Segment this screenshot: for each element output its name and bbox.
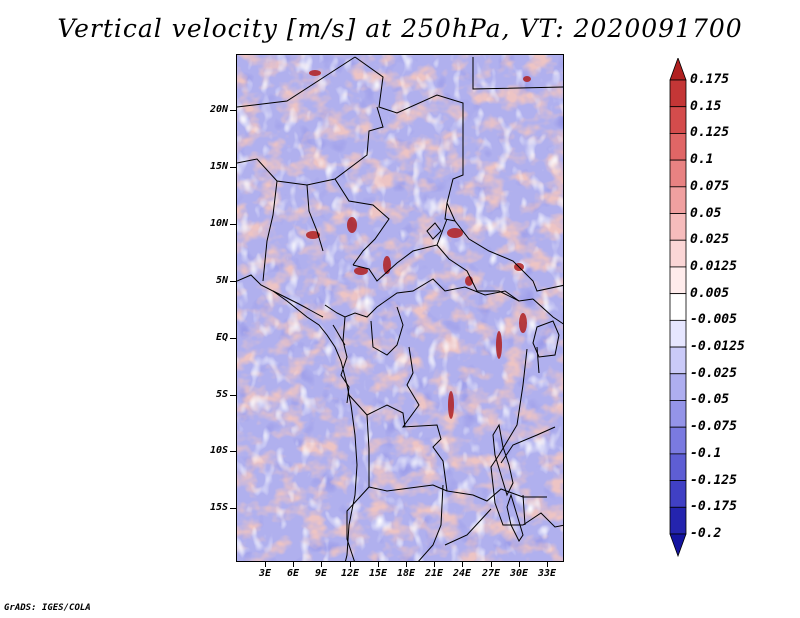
lon-tick (519, 562, 520, 567)
colorbar-label: 0.15 (690, 98, 722, 114)
colorbar-label: -0.0125 (690, 339, 745, 355)
lat-label: 10N (209, 218, 228, 229)
lat-label: 10S (209, 445, 228, 456)
colorbar-label: 0.175 (690, 72, 730, 87)
colorbar-segment (669, 186, 687, 214)
velocity-field (237, 55, 563, 561)
colorbar-label: -0.2 (690, 526, 722, 541)
lat-tick (230, 451, 236, 452)
lon-label: 30E (509, 568, 529, 579)
colorbar-cap-bottom (669, 533, 687, 558)
colorbar-segment (669, 319, 687, 348)
lon-tick (434, 562, 435, 567)
lon-label: 24E (452, 568, 472, 579)
lon-label: 27E (481, 568, 501, 579)
lon-label: 9E (314, 568, 328, 579)
colorbar-label: -0.025 (690, 365, 737, 381)
lat-tick (230, 224, 236, 225)
colorbar-label: 0.0125 (690, 258, 737, 274)
colorbar-segment (669, 480, 687, 508)
colorbar-label: -0.125 (690, 472, 737, 488)
lat-label: 15S (209, 502, 228, 513)
map-title: Vertical velocity [m/s] at 250hPa, VT: 2… (57, 14, 743, 43)
colorbar-segment (669, 426, 687, 455)
colorbar-segment (669, 106, 687, 134)
lon-tick (321, 562, 322, 567)
colorbar-label: -0.1 (690, 445, 722, 461)
lat-label: 15N (209, 161, 228, 172)
credit-text: GrADS: IGES/COLA (4, 603, 91, 613)
lat-tick (230, 395, 236, 396)
colorbar-label: -0.175 (690, 499, 737, 515)
lat-tick (230, 167, 236, 168)
colorbar-label: -0.05 (690, 392, 730, 408)
field-neutral (237, 55, 563, 561)
colorbar (669, 58, 687, 558)
lat-tick (230, 281, 236, 282)
colorbar-label: 0.075 (690, 178, 730, 194)
colorbar-label: -0.005 (690, 312, 737, 328)
colorbar-segment (669, 346, 687, 375)
colorbar-segment (669, 400, 687, 428)
lakes (426, 222, 560, 542)
lon-tick (293, 562, 294, 567)
colorbar-segment (669, 293, 687, 321)
lat-label: 5S (215, 389, 228, 400)
lon-tick (547, 562, 548, 567)
lat-label: 5N (215, 275, 228, 286)
lat-tick (230, 338, 236, 339)
lat-tick (230, 110, 236, 111)
lon-label: 12E (340, 568, 360, 579)
strong-updraft-cells (306, 70, 531, 419)
colorbar-label: 0.005 (690, 285, 730, 301)
lon-tick (350, 562, 351, 567)
lon-tick (378, 562, 379, 567)
lat-label: 20N (209, 104, 228, 115)
colorbar-label: 0.125 (690, 125, 730, 141)
lat-label: EQ (215, 332, 228, 343)
country-borders (237, 56, 563, 561)
colorbar-label: -0.075 (690, 419, 737, 435)
colorbar-segment (669, 373, 687, 401)
colorbar-label: 0.025 (690, 232, 730, 248)
colorbar-segment (669, 79, 687, 108)
lon-tick (462, 562, 463, 567)
colorbar-segment (669, 266, 687, 295)
lat-tick (230, 508, 236, 509)
lon-label: 33E (537, 568, 557, 579)
colorbar-label: 0.05 (690, 205, 722, 221)
colorbar-segment (669, 453, 687, 481)
map-panel (236, 54, 564, 562)
colorbar-segment (669, 213, 687, 241)
colorbar-segment (669, 506, 687, 535)
colorbar-label: 0.1 (690, 152, 714, 168)
lon-tick (491, 562, 492, 567)
lon-label: 21E (424, 568, 444, 579)
lon-tick (265, 562, 266, 567)
colorbar-segment (669, 239, 687, 268)
lon-tick (406, 562, 407, 567)
lon-label: 3E (258, 568, 272, 579)
colorbar-segment (669, 159, 687, 188)
colorbar-cap-top (669, 58, 687, 81)
lon-label: 6E (286, 568, 300, 579)
lon-label: 15E (368, 568, 388, 579)
colorbar-segment (669, 133, 687, 161)
lon-label: 18E (396, 568, 416, 579)
